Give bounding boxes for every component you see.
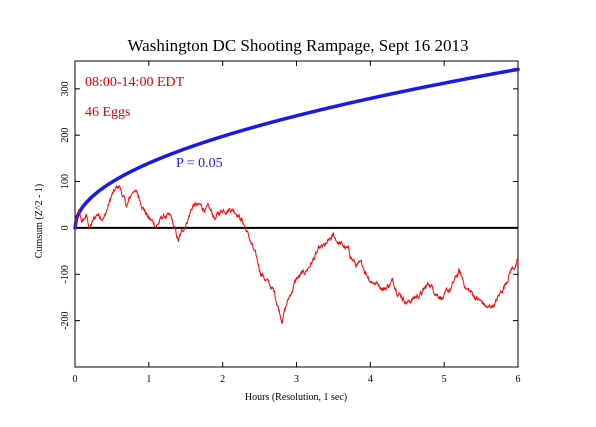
cumsum-series-line [74,184,519,325]
y-tick-label: -200 [60,311,71,329]
plot-area [74,60,519,368]
annotation-p-value: P = 0.05 [176,156,223,171]
x-tick-label: 1 [146,374,151,385]
x-tick-label: 0 [73,374,78,385]
x-tick-label: 5 [442,374,447,385]
probability-envelope-line [73,67,520,230]
x-tick-label: 3 [294,374,299,385]
annotation-time-range: 08:00-14:00 EDT [85,75,185,90]
y-tick-label: -100 [60,265,71,283]
y-axis: -200 -100 0 100 200 300 [60,81,518,330]
x-axis-label: Hours (Resolution, 1 sec) [245,392,347,403]
x-tick-label: 4 [368,374,373,385]
x-tick-label: 6 [516,374,521,385]
annotation-egg-count: 46 Eggs [85,105,131,120]
y-tick-label: 100 [60,174,71,189]
y-axis-label: Cumsum (Z^2 - 1) [34,184,45,258]
y-tick-label: 0 [60,225,71,230]
x-tick-label: 2 [220,374,225,385]
chart-title: Washington DC Shooting Rampage, Sept 16 … [128,36,469,55]
x-axis: 0 1 2 3 4 5 6 [73,61,521,385]
y-tick-label: 300 [60,81,71,96]
y-tick-label: 200 [60,128,71,143]
